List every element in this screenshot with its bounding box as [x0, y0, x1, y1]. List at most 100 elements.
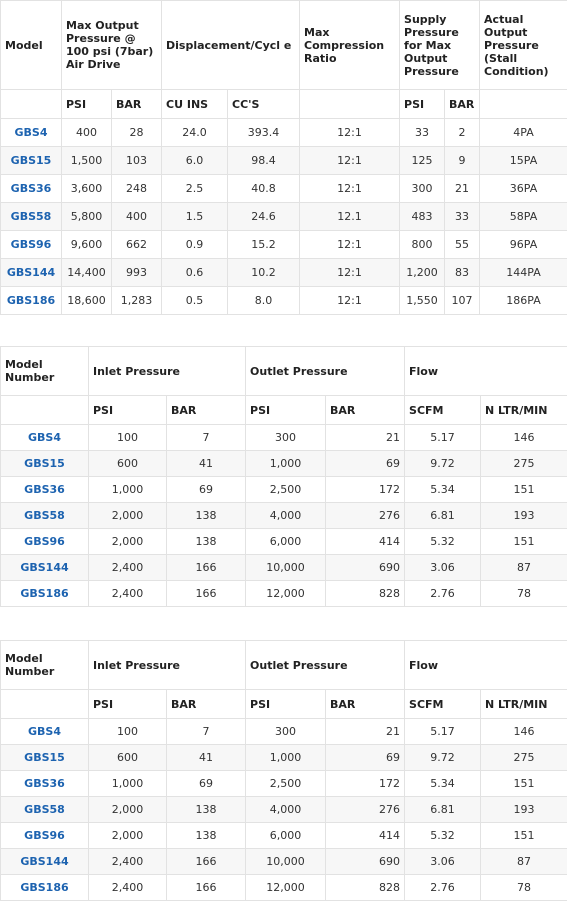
value-cell: 107	[444, 286, 481, 315]
value-cell: 2.76	[404, 874, 482, 901]
model-cell[interactable]: GBS58	[0, 796, 89, 823]
table-row: GBS36 1,000 69 2,500 172 5.34 151	[0, 770, 567, 797]
value-cell: 36PA	[479, 174, 567, 203]
value-cell: 0.6	[161, 258, 229, 287]
value-cell: 10,000	[245, 848, 327, 875]
table-row: GBS4 100 7 300 21 5.17 146	[0, 718, 567, 745]
value-cell: 690	[325, 848, 406, 875]
value-cell: 276	[325, 796, 406, 823]
value-cell: 138	[165, 528, 247, 555]
model-cell[interactable]: GBS144	[0, 848, 89, 875]
value-cell: 33	[399, 118, 446, 147]
value-cell: 6.0	[161, 146, 229, 175]
value-cell: 690	[325, 554, 406, 581]
model-cell[interactable]: GBS36	[0, 770, 89, 797]
header-supply-pressure: Supply Pressure for Max Output Pressure	[399, 0, 481, 90]
model-cell[interactable]: GBS58	[0, 502, 89, 529]
value-cell: 1,000	[88, 476, 167, 503]
subheader-cell: PSI	[88, 689, 167, 719]
value-cell: 0.9	[161, 230, 229, 259]
value-cell: 2,000	[88, 822, 167, 849]
value-cell: 2,400	[88, 848, 167, 875]
table-row: GBS144 14,400 993 0.6 10.2 12:1 1,200 83 144PA	[0, 258, 567, 287]
value-cell: 28	[110, 118, 163, 147]
model-cell[interactable]: GBS15	[0, 450, 89, 477]
model-cell[interactable]: GBS4	[0, 118, 62, 147]
value-cell: 15.2	[227, 230, 301, 259]
model-cell[interactable]: GBS144	[0, 554, 89, 581]
value-cell: 10.2	[227, 258, 301, 287]
value-cell: 12:1	[299, 118, 401, 147]
value-cell: 166	[165, 874, 247, 901]
value-cell: 41	[165, 450, 247, 477]
pump-spec-table: Model Max Output Pressure @ 100 psi (7ba…	[0, 0, 567, 315]
value-cell: 146	[480, 424, 567, 451]
value-cell: 18,600	[61, 286, 112, 315]
value-cell: 1,000	[245, 744, 327, 771]
model-cell[interactable]: GBS186	[0, 286, 62, 315]
value-cell: 151	[480, 476, 567, 503]
value-cell: 15PA	[479, 146, 567, 175]
value-cell: 2,000	[88, 796, 167, 823]
value-cell: 193	[480, 502, 567, 529]
value-cell: 100	[88, 718, 167, 745]
value-cell: 138	[165, 796, 247, 823]
subheader-cell: BAR	[165, 395, 247, 425]
header-flow: Flow	[404, 346, 567, 396]
value-cell: 12,000	[245, 874, 327, 901]
value-cell: 5.17	[404, 718, 482, 745]
model-cell[interactable]: GBS36	[0, 476, 89, 503]
value-cell: 33	[444, 202, 481, 231]
value-cell: 483	[399, 202, 446, 231]
table-row: GBS15 600 41 1,000 69 9.72 275	[0, 450, 567, 477]
value-cell: 14,400	[61, 258, 112, 287]
value-cell: 69	[325, 450, 406, 477]
value-cell: 151	[480, 822, 567, 849]
value-cell: 12,000	[245, 580, 327, 607]
value-cell: 12:1	[299, 258, 401, 287]
model-cell[interactable]: GBS144	[0, 258, 62, 287]
model-cell[interactable]: GBS186	[0, 874, 89, 901]
value-cell: 662	[110, 230, 163, 259]
table-body: GBS4 400 28 24.0 393.4 12:1 33 2 4PA GBS15 1,500 10…	[0, 118, 567, 315]
model-cell[interactable]: GBS96	[0, 822, 89, 849]
value-cell: 78	[480, 874, 567, 901]
value-cell: 6.81	[404, 796, 482, 823]
value-cell: 103	[110, 146, 163, 175]
value-cell: 172	[325, 770, 406, 797]
model-cell[interactable]: GBS15	[0, 146, 62, 175]
table-row: GBS4 100 7 300 21 5.17 146	[0, 424, 567, 451]
model-cell[interactable]: GBS96	[0, 528, 89, 555]
value-cell: 69	[165, 476, 247, 503]
value-cell: 828	[325, 580, 406, 607]
header-actual-output: Actual Output Pressure (Stall Condition)	[479, 0, 567, 90]
value-cell: 144PA	[479, 258, 567, 287]
model-cell[interactable]: GBS58	[0, 202, 62, 231]
model-cell[interactable]: GBS15	[0, 744, 89, 771]
header-outlet-pressure: Outlet Pressure	[245, 640, 406, 690]
value-cell: 300	[245, 718, 327, 745]
value-cell: 1,283	[110, 286, 163, 315]
model-cell[interactable]: GBS186	[0, 580, 89, 607]
value-cell: 12:1	[299, 230, 401, 259]
header-max-output: Max Output Pressure @ 100 psi (7bar) Air…	[60, 0, 163, 90]
table-row: GBS58 5,800 400 1.5 24.6 12.1 483 33 58PA	[0, 202, 567, 231]
value-cell: 24.6	[227, 202, 301, 231]
value-cell: 2,400	[88, 580, 167, 607]
value-cell: 138	[165, 502, 247, 529]
flow-table-repeat: Model Number Inlet Pressure Outlet Press…	[0, 640, 567, 901]
value-cell: 87	[480, 848, 567, 875]
value-cell: 800	[399, 230, 446, 259]
subheader-cell: BAR	[165, 689, 247, 719]
model-cell[interactable]: GBS4	[0, 424, 89, 451]
value-cell: 58PA	[479, 202, 567, 231]
value-cell: 5.34	[404, 770, 482, 797]
model-cell[interactable]: GBS4	[0, 718, 89, 745]
value-cell: 600	[88, 744, 167, 771]
model-cell[interactable]: GBS36	[0, 174, 62, 203]
value-cell: 78	[480, 580, 567, 607]
header-outlet-pressure: Outlet Pressure	[245, 346, 406, 396]
value-cell: 12:1	[299, 146, 401, 175]
model-cell[interactable]: GBS96	[0, 230, 62, 259]
value-cell: 5.32	[404, 822, 482, 849]
